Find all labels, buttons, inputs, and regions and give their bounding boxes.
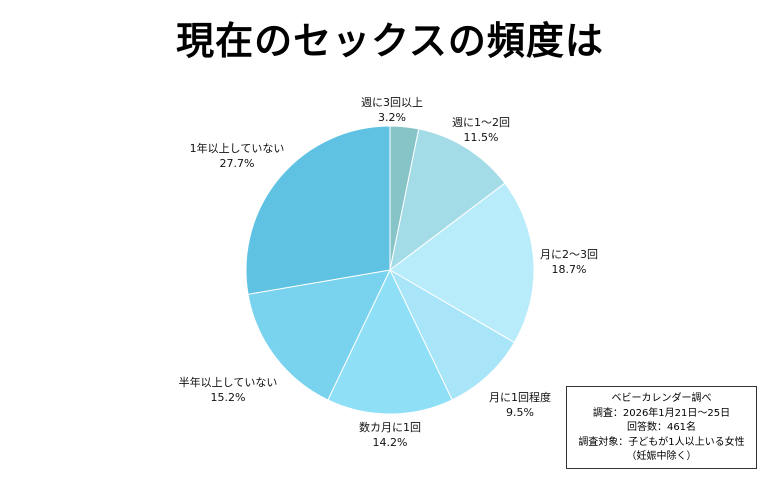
note-line-period: 調査：2026年1月21日～25日 [592,407,731,419]
slice-label: 月に2～3回 [540,248,598,261]
slice-value-label: 27.7% [220,157,255,170]
slice-label: 週に1～2回 [452,116,510,129]
note-line-source: ベビーカレンダー調べ [611,393,712,404]
slice-label: 数カ月に1回 [359,421,421,434]
slice-value-label: 14.2% [373,436,408,449]
pie-slice [389,128,506,272]
slice-label: 1年以上していない [190,141,285,155]
slice-label: 月に1回程度 [489,390,551,404]
chart-title: 現在のセックスの頻度は [176,19,604,63]
slice-value-label: 9.5% [506,406,534,419]
note-line-target: 調査対象：子どもが1人以上いる女性 [578,436,745,448]
slice-label: 半年以上していない [179,375,278,389]
note-line-exclusion: （妊娠中除く） [626,451,697,462]
slice-label: 週に3回以上 [361,96,423,109]
pie-slice [327,268,453,415]
slice-value-label: 3.2% [378,111,406,124]
slice-value-label: 18.7% [552,263,587,276]
pie-slice [245,125,391,295]
pie-slice [247,269,391,401]
note-line-respondents: 回答数：461名 [626,422,697,433]
survey-note: ベビーカレンダー調べ 調査：2026年1月21日～25日 回答数：461名 調査… [566,386,757,469]
slice-value-label: 15.2% [211,391,246,404]
pie-slice [389,182,535,344]
pie-slice [388,268,516,401]
slice-value-label: 11.5% [464,131,499,144]
